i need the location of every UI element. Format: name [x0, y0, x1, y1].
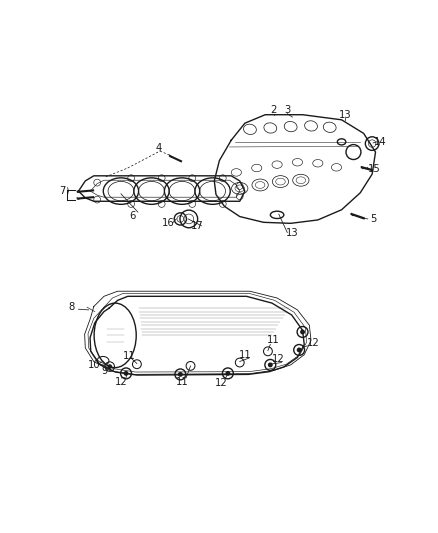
- Circle shape: [178, 372, 183, 377]
- Text: 12: 12: [115, 377, 127, 387]
- Text: 12: 12: [307, 338, 320, 348]
- Text: 16: 16: [162, 218, 175, 228]
- Text: 14: 14: [374, 137, 387, 147]
- Text: 11: 11: [267, 335, 280, 345]
- Text: 8: 8: [68, 302, 74, 311]
- Text: 7: 7: [59, 186, 65, 196]
- Text: 17: 17: [191, 221, 204, 231]
- Circle shape: [107, 364, 112, 369]
- Text: 11: 11: [176, 377, 188, 387]
- Text: 3: 3: [284, 106, 290, 115]
- Text: 9: 9: [102, 366, 108, 376]
- Circle shape: [124, 371, 128, 376]
- Text: 11: 11: [239, 350, 252, 360]
- Text: 13: 13: [339, 110, 351, 120]
- Text: 6: 6: [130, 211, 136, 221]
- Text: 11: 11: [122, 351, 135, 361]
- Text: 2: 2: [271, 106, 277, 115]
- Circle shape: [226, 371, 230, 376]
- Circle shape: [300, 329, 305, 334]
- Text: 15: 15: [367, 164, 380, 174]
- Text: 4: 4: [155, 143, 162, 152]
- Circle shape: [268, 362, 273, 367]
- Text: 5: 5: [371, 214, 377, 224]
- Text: 12: 12: [272, 354, 285, 364]
- Text: 13: 13: [286, 228, 299, 238]
- Circle shape: [297, 348, 302, 352]
- Text: 10: 10: [88, 360, 100, 370]
- Text: 12: 12: [215, 378, 227, 388]
